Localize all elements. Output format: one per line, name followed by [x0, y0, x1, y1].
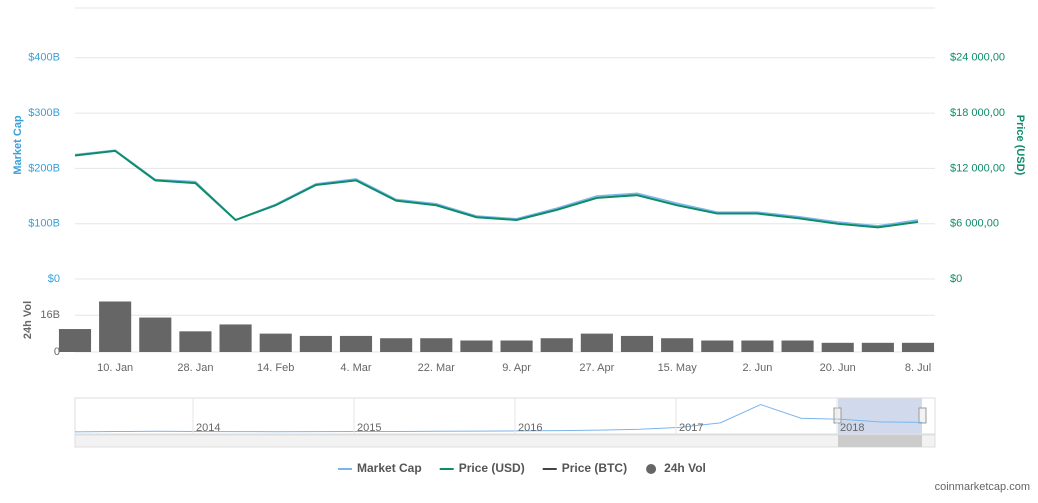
volume-tick-label: 0	[54, 346, 60, 358]
y2-tick-label: $18 000,00	[950, 107, 1005, 119]
navigator-handle[interactable]	[918, 407, 927, 424]
y2-tick-label: $0	[950, 273, 962, 285]
volume-bar	[460, 340, 493, 352]
x-tick-label: 14. Feb	[257, 362, 294, 374]
volume-bar	[99, 301, 132, 352]
x-tick-label: 4. Mar	[340, 362, 372, 374]
volume-bar	[701, 340, 734, 352]
x-tick-label: 20. Jun	[820, 362, 856, 374]
volume-bar	[420, 338, 453, 352]
x-tick-label: 8. Jul	[905, 362, 931, 374]
legend-item[interactable]: Price (USD)	[459, 461, 525, 475]
y2-tick-label: $6 000,00	[950, 218, 999, 230]
volume-bar	[741, 340, 774, 352]
y-tick-label: $300B	[28, 107, 60, 119]
x-tick-label: 2. Jun	[742, 362, 772, 374]
volume-bar	[540, 338, 573, 352]
scrollbar-thumb[interactable]	[838, 435, 922, 447]
volume-bar	[500, 340, 533, 352]
volume-bar	[139, 317, 172, 352]
legend-symbol	[646, 464, 657, 474]
volume-bar	[620, 335, 654, 352]
navigator-year: 2017	[679, 422, 703, 434]
y2-axis-title: Price (USD)	[1014, 115, 1026, 176]
y-tick-label: $200B	[28, 162, 60, 174]
volume-bar	[259, 333, 292, 352]
volume-axis-title: 24h Vol	[22, 301, 34, 339]
navigator-year: 2014	[196, 422, 220, 434]
legend-item[interactable]: Market Cap	[357, 461, 422, 475]
volume-bar	[661, 338, 694, 352]
volume-bar	[821, 342, 854, 352]
y-tick-label: $100B	[28, 218, 60, 230]
volume-bar	[179, 331, 212, 352]
volume-bar	[861, 342, 894, 352]
x-tick-label: 28. Jan	[177, 362, 213, 374]
credit: coinmarketcap.com	[935, 481, 1030, 493]
volume-bar	[380, 338, 413, 352]
navigator-year: 2018	[840, 422, 864, 434]
navigator-frame	[74, 397, 936, 435]
volume-tick-label: 16B	[40, 309, 60, 321]
x-tick-label: 15. May	[658, 362, 698, 374]
legend-item[interactable]: Price (BTC)	[562, 461, 627, 475]
scrollbar[interactable]	[74, 434, 936, 448]
navigator-year: 2016	[518, 422, 542, 434]
volume-bar	[219, 324, 252, 352]
x-tick-label: 10. Jan	[97, 362, 133, 374]
volume-bar	[580, 333, 613, 352]
y2-tick-label: $12 000,00	[950, 162, 1005, 174]
series-line	[74, 149, 919, 229]
legend-item[interactable]: 24h Vol	[664, 461, 706, 475]
y-tick-label: $0	[48, 273, 60, 285]
volume-bar	[299, 335, 332, 352]
x-tick-label: 9. Apr	[502, 362, 531, 374]
x-tick-label: 22. Mar	[418, 362, 456, 374]
y2-tick-label: $24 000,00	[950, 52, 1005, 64]
volume-bar	[339, 335, 373, 352]
volume-bar	[781, 340, 814, 352]
y-axis-title: Market Cap	[12, 115, 24, 175]
volume-bar	[58, 329, 92, 352]
volume-bar	[901, 342, 935, 352]
x-tick-label: 27. Apr	[579, 362, 614, 374]
y-tick-label: $400B	[28, 52, 60, 64]
navigator-line	[74, 404, 923, 433]
navigator-selection[interactable]	[838, 398, 922, 434]
navigator-year: 2015	[357, 422, 381, 434]
